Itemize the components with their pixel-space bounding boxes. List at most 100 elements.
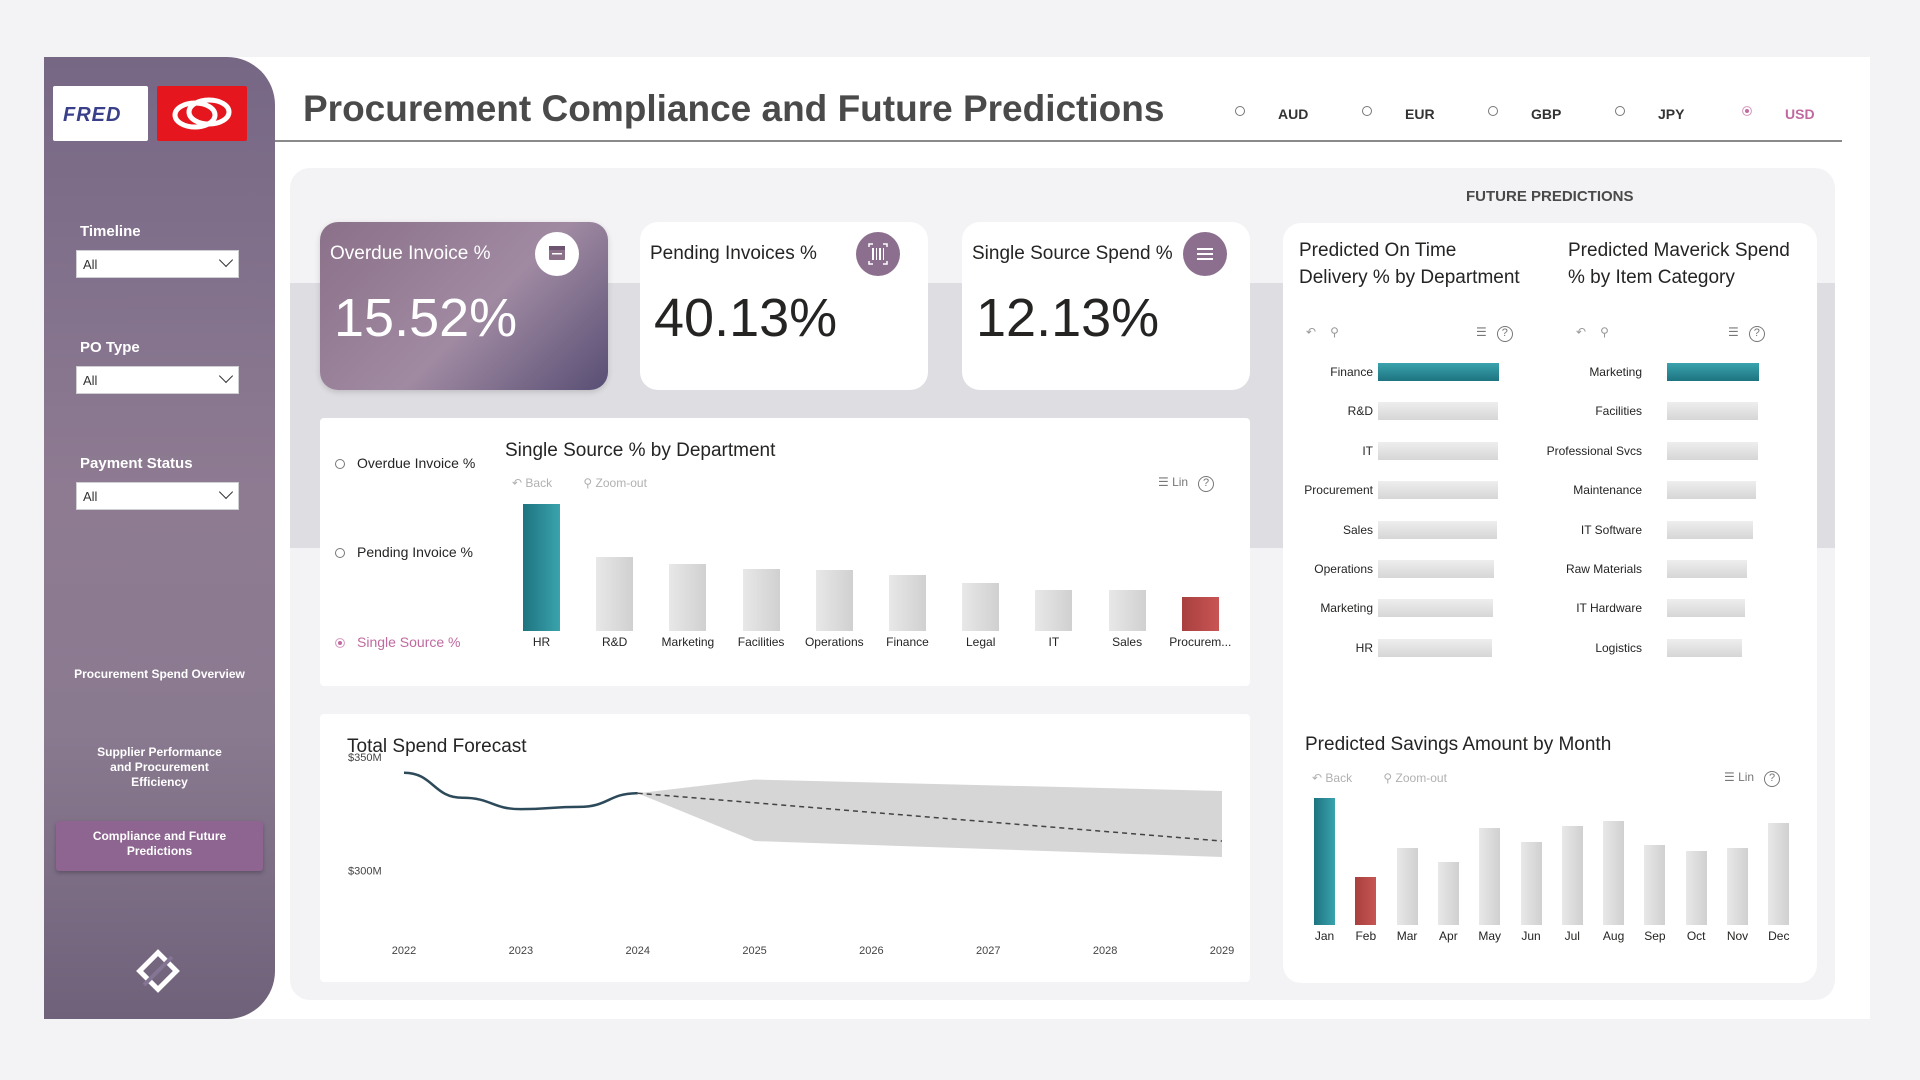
y-tick-label: IT (1362, 443, 1373, 458)
x-tick-label: Oct (1686, 929, 1706, 943)
bar (1561, 825, 1583, 925)
list-icon[interactable]: ☰ (1476, 325, 1487, 339)
page-title: Procurement Compliance and Future Predic… (303, 88, 1165, 129)
title-divider (275, 140, 1842, 142)
x-tick-label: Jan (1314, 929, 1335, 943)
bar (1603, 820, 1625, 925)
bar (1378, 402, 1498, 421)
bar (1396, 847, 1418, 925)
timeline-dropdown[interactable]: All (76, 250, 239, 278)
kpi-title: Overdue Invoice % (330, 243, 491, 264)
zoom-out-icon[interactable]: ⚲ (1330, 325, 1339, 339)
help-icon[interactable]: ? (1764, 771, 1781, 787)
nav-procurement-spend-overview[interactable]: Procurement Spend Overview (74, 667, 245, 681)
back-icon[interactable]: ↶ (1306, 325, 1317, 339)
zoom-out-label: Zoom-out (1395, 771, 1447, 785)
help-icon[interactable]: ? (1198, 476, 1215, 492)
kpi-value: 12.13% (976, 288, 1160, 348)
bar (1667, 599, 1746, 618)
nav-supplier-performance[interactable]: Supplier Performance and Procurement Eff… (97, 745, 222, 789)
bar (1685, 851, 1707, 925)
bar (669, 563, 707, 631)
y-tick-label: Logistics (1595, 640, 1642, 655)
currency-label: AUD (1278, 106, 1309, 122)
back-button[interactable]: ↶ Back (1312, 771, 1353, 785)
back-button[interactable]: ↶ Back (512, 476, 553, 490)
y-tick-label: Marketing (1589, 365, 1642, 379)
filter-label-payment-status: Payment Status (80, 455, 193, 472)
currency-label: GBP (1531, 106, 1562, 122)
brand-logo (157, 86, 247, 141)
radio-selected-icon (335, 638, 345, 648)
bar (596, 557, 634, 631)
metric-label: Pending Invoice % (357, 544, 473, 560)
radio-icon (335, 459, 345, 469)
chart-title: Predicted On Time Delivery % by Departme… (1299, 240, 1520, 288)
nav-compliance-future-predictions[interactable]: Compliance and Future Predictions (56, 821, 263, 871)
bar (1667, 560, 1748, 578)
chevron-down-icon (218, 368, 234, 384)
kpi-card-overdue-invoice: Overdue Invoice % 15.52% (320, 222, 608, 390)
currency-label: USD (1785, 106, 1815, 122)
kpi-value: 15.52% (334, 288, 518, 348)
y-tick-label: Maintenance (1573, 483, 1642, 498)
x-tick-label: 2025 (742, 945, 766, 957)
list-icon[interactable]: ☰ (1728, 325, 1739, 339)
x-tick-label: Aug (1602, 929, 1625, 943)
payment-status-dropdown[interactable]: All (76, 482, 239, 510)
radio-icon (1235, 106, 1245, 116)
chart-toolbar: ↶ ⚲ (1306, 325, 1353, 339)
lin-label: Lin (1738, 770, 1755, 784)
zoom-out-icon[interactable]: ⚲ (1600, 325, 1609, 339)
help-icon[interactable]: ? (1496, 326, 1513, 342)
zoom-out-button[interactable]: ⚲ Zoom-out (1383, 771, 1447, 785)
x-tick-label: May (1478, 929, 1502, 943)
back-icon[interactable]: ↶ (1576, 325, 1587, 339)
radio-selected-icon (1742, 106, 1752, 116)
y-tick-label: IT Hardware (1576, 601, 1642, 616)
currency-aud[interactable]: AUD (1235, 106, 1309, 122)
chart-toolbar-right: ☰? (1728, 325, 1765, 342)
x-tick-label: 2022 (392, 945, 416, 957)
bar (1437, 861, 1459, 925)
metric-option-single-source[interactable]: Single Source % (335, 634, 461, 650)
bar (1667, 402, 1759, 421)
diamond-logo-icon (132, 945, 184, 997)
currency-jpy[interactable]: JPY (1615, 106, 1684, 122)
metric-option-pending[interactable]: Pending Invoice % (335, 544, 473, 560)
bar (1667, 441, 1759, 460)
kpi-value: 40.13% (654, 288, 838, 348)
y-tick-label: Sales (1342, 522, 1373, 537)
po-type-dropdown[interactable]: All (76, 366, 239, 394)
x-tick-label: Dec (1768, 929, 1790, 943)
forecast-band (637, 779, 1222, 857)
bar (1314, 798, 1335, 925)
kpi-title: Pending Invoices % (650, 243, 817, 264)
lin-button[interactable]: ☰ Lin (1724, 770, 1755, 784)
x-tick-label: R&D (602, 635, 628, 649)
metric-label: Single Source % (357, 634, 461, 650)
currency-usd[interactable]: USD (1742, 106, 1815, 122)
y-tick-label: Marketing (1320, 601, 1373, 616)
x-tick-label: 2023 (509, 945, 533, 957)
help-icon[interactable]: ? (1748, 326, 1765, 342)
y-tick-label: Raw Materials (1565, 562, 1642, 576)
currency-gbp[interactable]: GBP (1488, 106, 1562, 122)
currency-label: EUR (1405, 106, 1435, 122)
po-type-value: All (83, 373, 98, 388)
x-tick-label: Feb (1355, 929, 1377, 943)
bar (1378, 441, 1498, 460)
y-tick-label: Finance (1330, 365, 1373, 379)
forecast-line (637, 792, 1223, 842)
zoom-out-button[interactable]: ⚲ Zoom-out (583, 476, 647, 490)
chart-title: Single Source % by Department (505, 440, 776, 461)
y-tick-label: Procurement (1304, 483, 1373, 498)
x-tick-label: Mar (1396, 929, 1418, 943)
metric-option-overdue[interactable]: Overdue Invoice % (335, 455, 475, 471)
currency-eur[interactable]: EUR (1362, 106, 1435, 122)
chart-title: Predicted Maverick Spend % by Item Categ… (1568, 240, 1790, 288)
calendar-icon (535, 232, 579, 276)
x-tick-label: IT (1048, 635, 1060, 649)
lin-button[interactable]: ☰ Lin (1158, 475, 1189, 489)
bar (1667, 638, 1742, 657)
